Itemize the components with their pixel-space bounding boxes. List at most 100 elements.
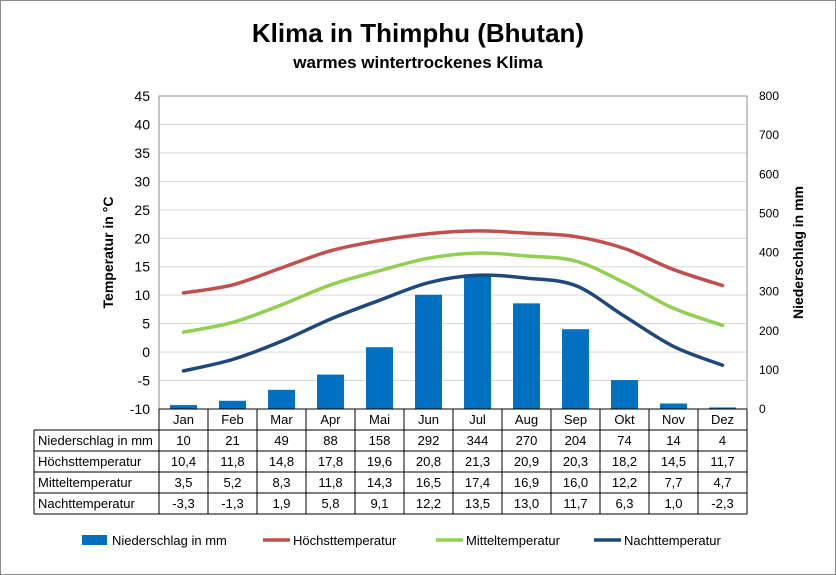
y-tick-right: 200	[759, 324, 779, 338]
table-cell-mean-temperature: 16,5	[416, 475, 441, 490]
table-cell-mean-temperature: 17,4	[465, 475, 490, 490]
x-tick-label: Jan	[173, 412, 194, 427]
y-axis-label-right: Niederschlag in mm	[790, 186, 806, 319]
table-cell-mean-temperature: 16,0	[563, 475, 588, 490]
y-axis-label-left: Temperatur in °C	[100, 197, 116, 309]
table-cell-mean-temperature: 5,2	[223, 475, 241, 490]
y-tick-right: 800	[759, 89, 779, 103]
x-tick-label: Dez	[711, 412, 734, 427]
max-temperature-line	[181, 229, 725, 295]
x-tick-label: Apr	[320, 412, 341, 427]
table-cell-max-temperature: 20,8	[416, 454, 441, 469]
table-cell-max-temperature: 10,4	[171, 454, 196, 469]
table-cell-precipitation: 204	[565, 433, 587, 448]
precipitation-bar	[709, 407, 736, 409]
table-cell-night-temperature: 12,2	[416, 496, 441, 511]
chart-subtitle: warmes wintertrockenes Klima	[293, 53, 543, 72]
table-cell-mean-temperature: 12,2	[612, 475, 637, 490]
plot-area	[158, 95, 748, 410]
table-cell-max-temperature: 19,6	[367, 454, 392, 469]
table-row-label: Nachttemperatur	[38, 496, 135, 511]
y-tick-left: -5	[138, 373, 151, 389]
precipitation-bar	[611, 380, 638, 409]
y-tick-left: 40	[134, 116, 150, 132]
x-tick-label: Okt	[614, 412, 635, 427]
table-cell-mean-temperature: 8,3	[272, 475, 290, 490]
night-temperature-line	[181, 273, 725, 373]
table-cell-precipitation: 74	[617, 433, 631, 448]
table-cell-night-temperature: -1,3	[221, 496, 243, 511]
table-cell-max-temperature: 11,7	[710, 454, 734, 469]
legend-label: Niederschlag in mm	[112, 533, 227, 548]
y-tick-left: -10	[130, 401, 150, 417]
table-cell-max-temperature: 14,5	[661, 454, 686, 469]
table-cell-max-temperature: 20,3	[563, 454, 588, 469]
mean-temperature-line	[181, 251, 725, 334]
legend-swatch-precipitation	[82, 535, 107, 545]
x-tick-label: Jul	[469, 412, 486, 427]
legend-label: Nachttemperatur	[624, 533, 721, 548]
legend-label: Mitteltemperatur	[466, 533, 561, 548]
table-cell-night-temperature: 1,9	[272, 496, 290, 511]
table-cell-max-temperature: 14,8	[269, 454, 294, 469]
y-tick-left: 10	[134, 287, 150, 303]
y-tick-left: 45	[134, 88, 150, 104]
table-cell-mean-temperature: 11,8	[318, 475, 342, 490]
table-cell-max-temperature: 17,8	[318, 454, 343, 469]
table-cell-precipitation: 21	[225, 433, 239, 448]
x-tick-label: Jun	[418, 412, 439, 427]
precipitation-bar	[170, 405, 197, 409]
precipitation-bar	[562, 329, 589, 409]
table-cell-night-temperature: 13,0	[514, 496, 539, 511]
x-tick-label: Sep	[564, 412, 587, 427]
precipitation-bar	[660, 403, 687, 409]
precipitation-bar	[317, 374, 344, 409]
y-tick-left: 30	[134, 173, 150, 189]
precipitation-bar	[366, 347, 393, 409]
table-cell-mean-temperature: 7,7	[664, 475, 682, 490]
table-cell-night-temperature: 13,5	[465, 496, 490, 511]
x-tick-label: Aug	[515, 412, 538, 427]
y-tick-left: 15	[134, 259, 150, 275]
precipitation-bar	[268, 389, 295, 409]
legend-label: Höchsttemperatur	[293, 533, 397, 548]
table-cell-night-temperature: 1,0	[664, 496, 682, 511]
table-cell-precipitation: 292	[418, 433, 440, 448]
y-tick-right: 600	[759, 167, 779, 181]
table-cell-mean-temperature: 16,9	[514, 475, 539, 490]
table-cell-max-temperature: 20,9	[514, 454, 539, 469]
table-cell-max-temperature: 18,2	[612, 454, 637, 469]
y-tick-left: 35	[134, 145, 150, 161]
x-tick-label: Feb	[221, 412, 243, 427]
table-cell-precipitation: 4	[719, 433, 726, 448]
precipitation-bar	[464, 274, 491, 409]
table-cell-max-temperature: 21,3	[465, 454, 490, 469]
table-cell-precipitation: 88	[323, 433, 337, 448]
table-cell-night-temperature: 9,1	[370, 496, 388, 511]
table-cell-precipitation: 158	[369, 433, 391, 448]
table-row-label: Niederschlag in mm	[38, 433, 153, 448]
table-cell-mean-temperature: 4,7	[713, 475, 731, 490]
table-cell-precipitation: 49	[274, 433, 288, 448]
x-tick-label: Nov	[662, 412, 686, 427]
table-cell-precipitation: 10	[176, 433, 190, 448]
y-tick-left: 0	[142, 344, 150, 360]
table-cell-precipitation: 344	[467, 433, 489, 448]
precipitation-bar	[513, 303, 540, 409]
table-cell-max-temperature: 11,8	[220, 454, 244, 469]
y-tick-right: 100	[759, 363, 779, 377]
table-cell-precipitation: 270	[516, 433, 538, 448]
table-cell-night-temperature: 11,7	[563, 496, 587, 511]
table-cell-precipitation: 14	[666, 433, 680, 448]
table-cell-mean-temperature: 3,5	[174, 475, 192, 490]
y-tick-right: 400	[759, 246, 779, 260]
chart-title: Klima in Thimphu (Bhutan)	[251, 18, 585, 48]
precipitation-bar	[415, 294, 442, 409]
x-tick-label: Mai	[369, 412, 390, 427]
y-tick-right: 700	[759, 128, 779, 142]
table-cell-night-temperature: 6,3	[615, 496, 633, 511]
table-cell-night-temperature: -2,3	[711, 496, 733, 511]
x-tick-label: Mar	[270, 412, 293, 427]
table-cell-night-temperature: 5,8	[321, 496, 339, 511]
